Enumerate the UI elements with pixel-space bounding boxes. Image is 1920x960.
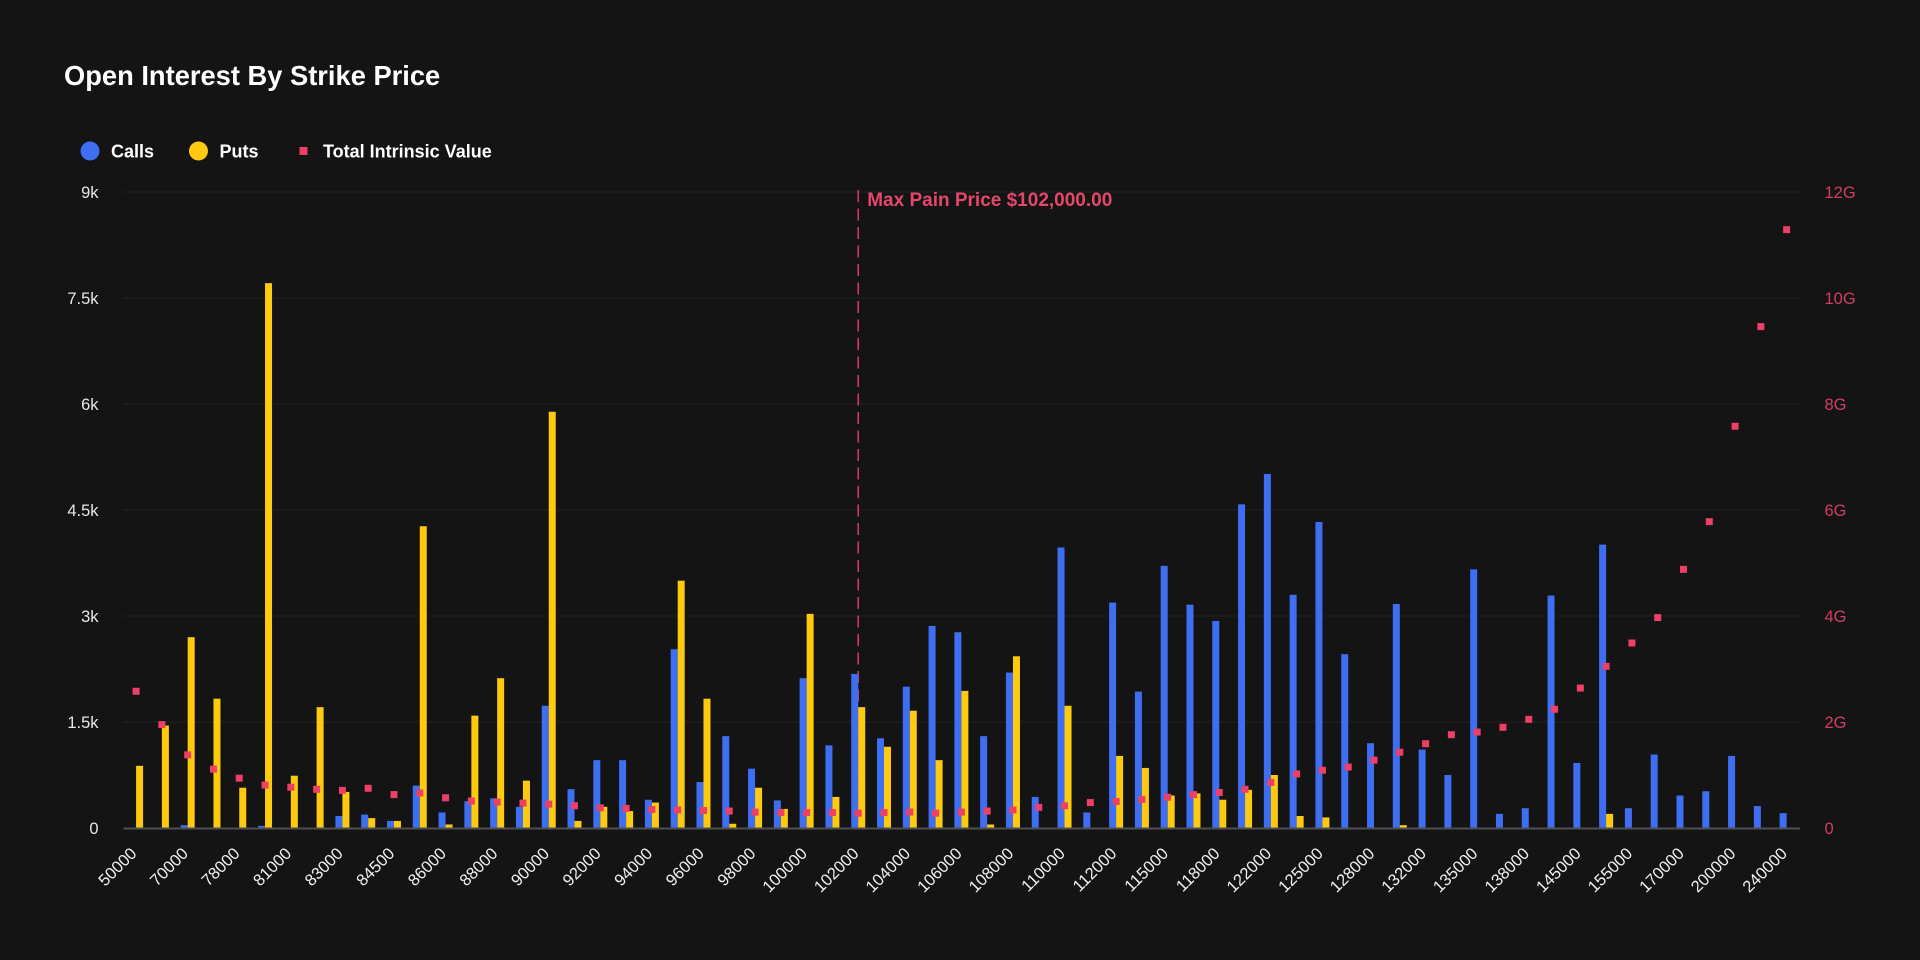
svg-text:12G: 12G	[1825, 184, 1856, 202]
svg-text:0: 0	[1825, 820, 1834, 838]
svg-text:2G: 2G	[1825, 714, 1847, 732]
svg-text:10G: 10G	[1825, 290, 1856, 308]
svg-text:6G: 6G	[1825, 502, 1847, 520]
svg-text:Max Pain Price $102,000.00: Max Pain Price $102,000.00	[867, 190, 1112, 211]
svg-text:4G: 4G	[1825, 608, 1847, 626]
svg-text:9k: 9k	[81, 184, 99, 202]
svg-text:7.5k: 7.5k	[67, 290, 99, 308]
svg-text:4.5k: 4.5k	[67, 502, 99, 520]
svg-text:3k: 3k	[81, 608, 99, 626]
svg-text:1.5k: 1.5k	[67, 714, 99, 732]
svg-text:Open Interest By Strike Price: Open Interest By Strike Price	[64, 60, 440, 91]
svg-text:Puts: Puts	[220, 142, 259, 162]
svg-text:0: 0	[89, 820, 98, 838]
svg-text:6k: 6k	[81, 396, 99, 414]
svg-text:8G: 8G	[1825, 396, 1847, 414]
svg-text:Total Intrinsic Value: Total Intrinsic Value	[323, 142, 492, 162]
svg-text:Calls: Calls	[111, 142, 154, 162]
